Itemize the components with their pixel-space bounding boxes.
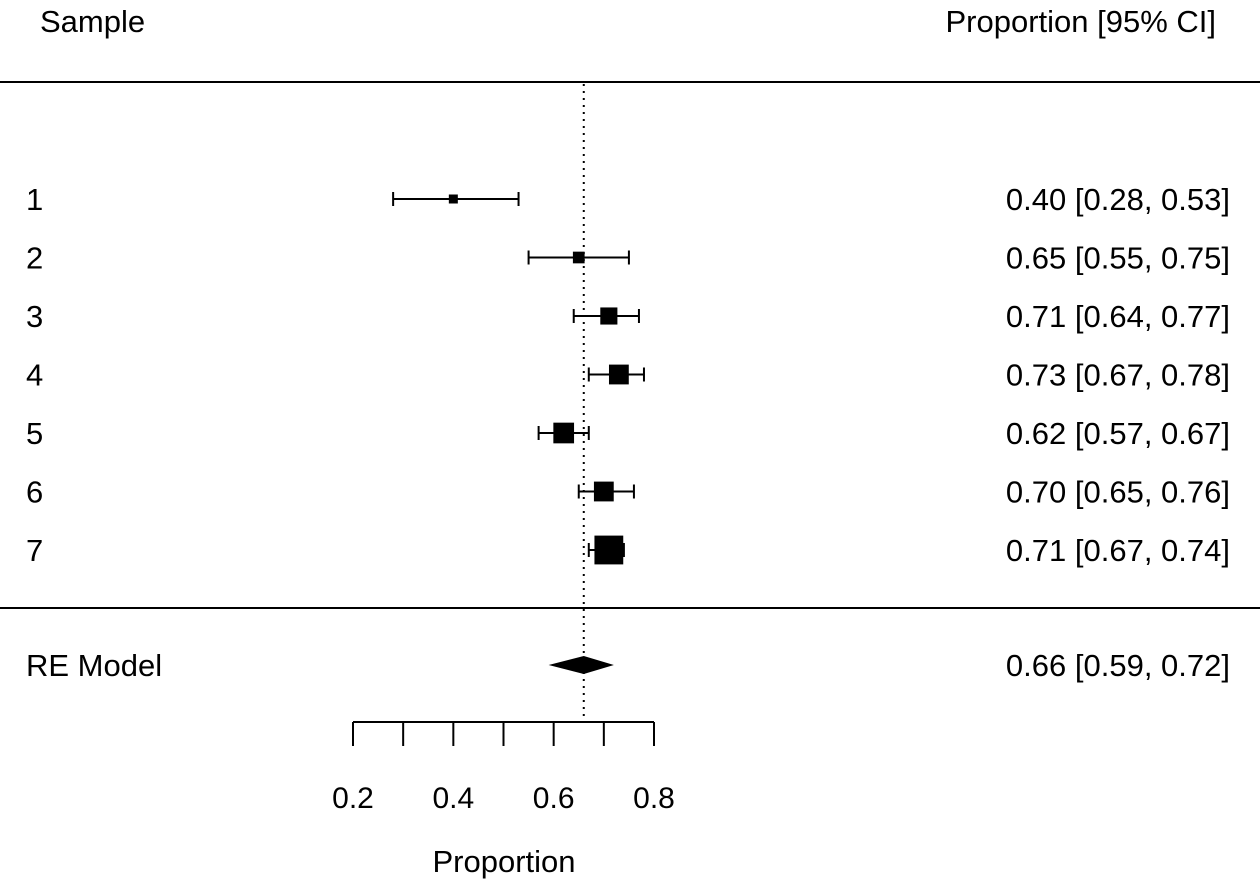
study-row: 4 0.73 [0.67, 0.78]	[26, 358, 1230, 393]
x-tick-label: 0.4	[432, 782, 474, 815]
study-label: 2	[26, 241, 43, 276]
study-row: 3 0.71 [0.64, 0.77]	[26, 299, 1230, 334]
x-tick-label: 0.8	[633, 782, 675, 815]
study-ci-text: 0.40 [0.28, 0.53]	[1006, 182, 1230, 217]
summary-row: RE Model 0.66 [0.59, 0.72]	[26, 648, 1230, 683]
study-ci-text: 0.70 [0.65, 0.76]	[1006, 475, 1230, 510]
study-label: 1	[26, 182, 43, 217]
study-row: 6 0.70 [0.65, 0.76]	[26, 475, 1230, 510]
summary-label: RE Model	[26, 648, 162, 683]
summary-ci-text: 0.66 [0.59, 0.72]	[1006, 648, 1230, 683]
study-label: 4	[26, 358, 43, 393]
header-proportion-ci: Proportion [95% CI]	[945, 4, 1216, 39]
header-sample: Sample	[40, 4, 145, 39]
study-ci-text: 0.65 [0.55, 0.75]	[1006, 241, 1230, 276]
study-ci-text: 0.73 [0.67, 0.78]	[1006, 358, 1230, 393]
point-estimate-marker	[608, 364, 629, 385]
study-row: 5 0.62 [0.57, 0.67]	[26, 416, 1230, 451]
point-estimate-marker	[572, 251, 585, 264]
point-estimate-marker	[448, 194, 458, 204]
study-rows: 1 0.40 [0.28, 0.53] 2 0.65 [0.55, 0.75] 3 0.7…	[26, 182, 1230, 568]
x-axis-title: Proportion	[432, 844, 575, 879]
study-label: 7	[26, 533, 43, 568]
point-estimate-marker	[553, 422, 575, 444]
point-estimate-marker	[594, 535, 624, 565]
study-label: 3	[26, 299, 43, 334]
x-tick-label: 0.6	[533, 782, 575, 815]
study-label: 5	[26, 416, 43, 451]
study-row: 1 0.40 [0.28, 0.53]	[26, 182, 1230, 217]
point-estimate-marker	[600, 307, 618, 325]
x-tick-label: 0.2	[332, 782, 374, 815]
study-ci-text: 0.62 [0.57, 0.67]	[1006, 416, 1230, 451]
study-label: 6	[26, 475, 43, 510]
study-row: 7 0.71 [0.67, 0.74]	[26, 533, 1230, 568]
x-axis: 0.2 0.4 0.6 0.8	[332, 721, 675, 815]
study-ci-text: 0.71 [0.67, 0.74]	[1006, 533, 1230, 568]
summary-diamond	[548, 656, 614, 674]
study-ci-text: 0.71 [0.64, 0.77]	[1006, 299, 1230, 334]
study-row: 2 0.65 [0.55, 0.75]	[26, 241, 1230, 276]
point-estimate-marker	[593, 481, 614, 502]
